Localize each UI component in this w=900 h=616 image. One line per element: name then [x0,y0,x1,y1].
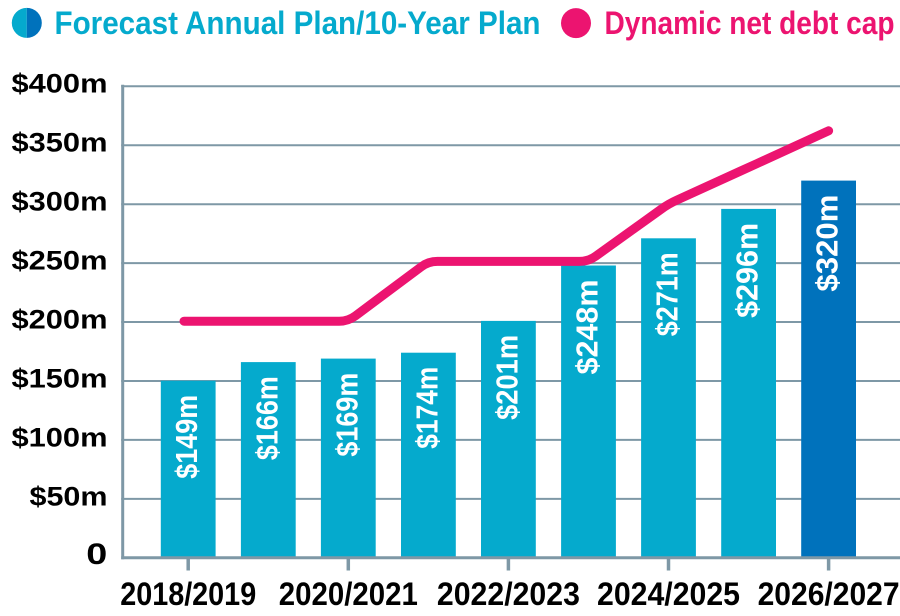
svg-text:$248m: $248m [571,280,605,375]
svg-text:Dynamic net debt cap: Dynamic net debt cap [605,5,895,41]
svg-text:$174m: $174m [410,367,444,449]
svg-text:$350m: $350m [12,128,108,158]
svg-text:$149m: $149m [170,395,204,479]
svg-text:$200m: $200m [12,304,108,334]
svg-text:$50m: $50m [30,481,108,511]
svg-text:2026/2027: 2026/2027 [758,576,900,612]
svg-text:$100m: $100m [12,422,108,452]
svg-text:$250m: $250m [12,246,108,276]
svg-text:Forecast Annual Plan/10-Year P: Forecast Annual Plan/10-Year Plan [55,5,541,41]
svg-text:2018/2019: 2018/2019 [120,576,256,612]
svg-text:$201m: $201m [490,335,524,420]
svg-text:$300m: $300m [12,187,108,217]
svg-text:2022/2023: 2022/2023 [437,576,580,612]
svg-text:$296m: $296m [731,223,765,318]
svg-text:$320m: $320m [811,195,845,292]
svg-text:0: 0 [86,538,107,571]
svg-text:$271m: $271m [651,252,685,336]
svg-text:$400m: $400m [12,69,108,99]
svg-text:2020/2021: 2020/2021 [279,576,418,612]
svg-text:$169m: $169m [330,373,364,457]
svg-text:$150m: $150m [12,363,108,393]
svg-text:$166m: $166m [250,376,284,460]
svg-text:2024/2025: 2024/2025 [597,576,740,612]
